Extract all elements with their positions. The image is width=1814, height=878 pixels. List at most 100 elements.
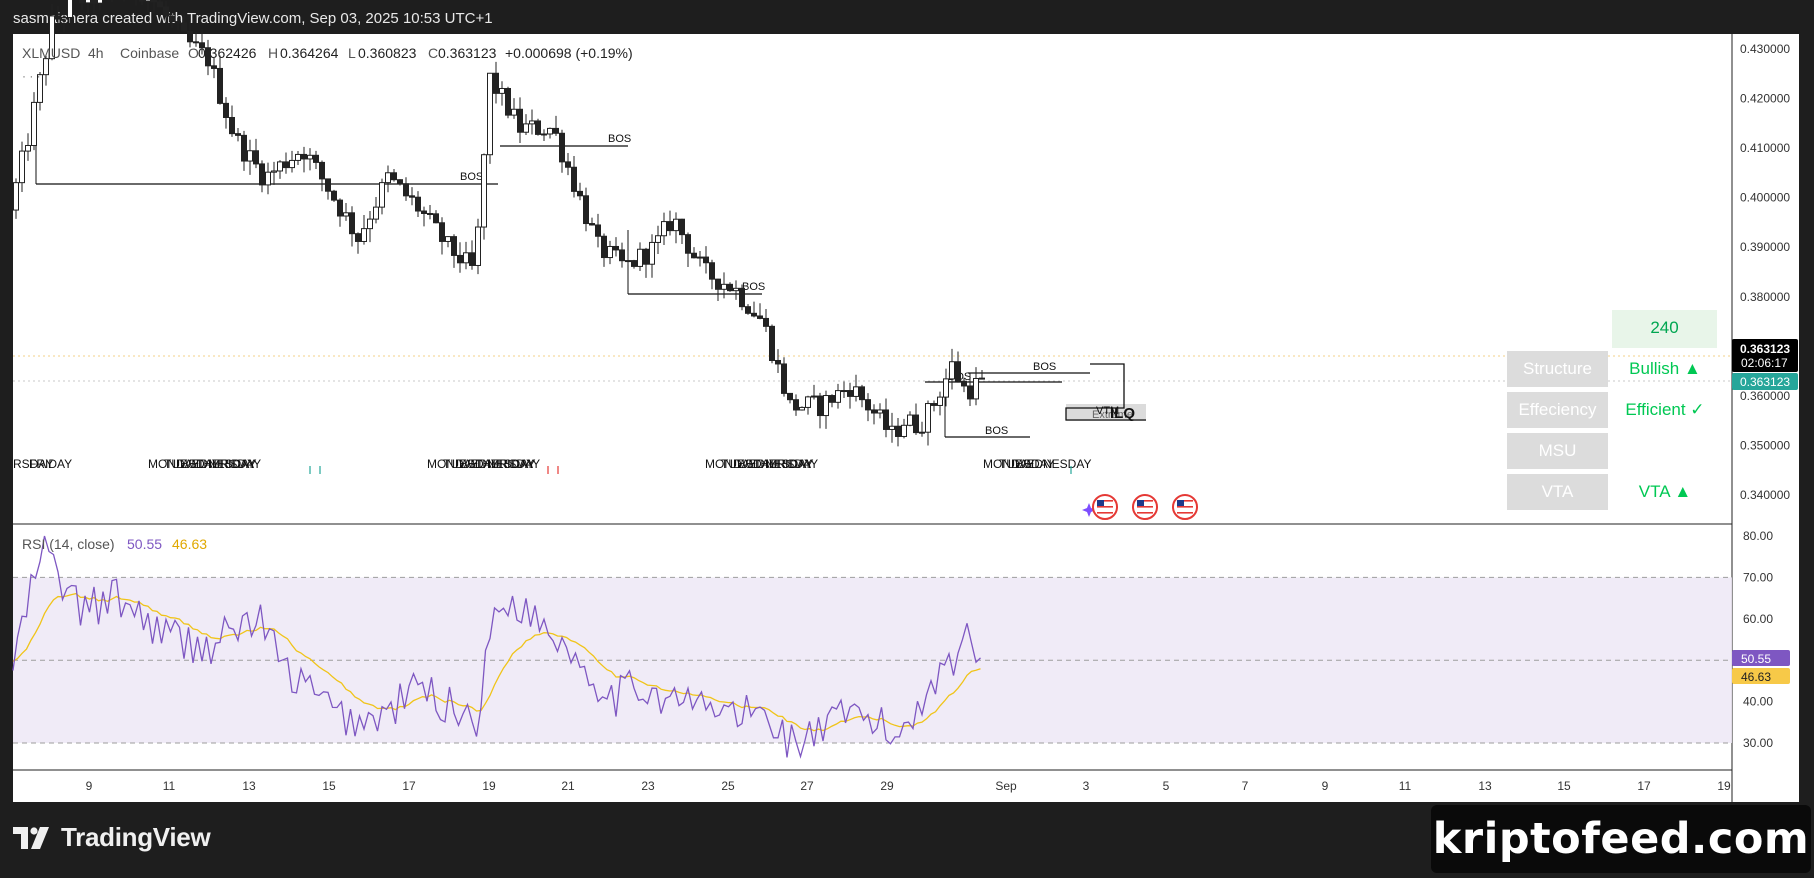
rsi-tick-label: 30.00 [1743, 736, 1773, 750]
candle [427, 204, 433, 220]
candle [337, 198, 343, 227]
candle-body [25, 144, 31, 152]
candle-body [457, 254, 463, 264]
candle-body [895, 425, 901, 437]
candle-body [487, 72, 493, 156]
candle-body [853, 386, 859, 397]
bos-label: BOS [608, 133, 631, 145]
time-tick-label: 17 [402, 779, 416, 793]
candle [123, 0, 125, 2]
candle-body [685, 234, 691, 254]
rsi-tick-label: 70.00 [1743, 570, 1773, 584]
candle-body [889, 425, 895, 430]
candle-body [775, 359, 781, 365]
candle-body [253, 150, 259, 165]
time-tick-label: 9 [1322, 779, 1329, 793]
candle [751, 301, 757, 318]
candle-body [301, 153, 307, 160]
bos-label: BOS [985, 425, 1008, 437]
us-flag-event-icon[interactable] [1092, 494, 1118, 520]
candle [607, 240, 613, 265]
candle [163, 0, 169, 24]
time-tick-label: 13 [242, 779, 256, 793]
candle [481, 153, 487, 240]
ohlc-legend-item: L [348, 45, 356, 61]
candle [187, 22, 193, 48]
tradingview-logo[interactable]: TradingView [13, 822, 211, 853]
candle-body [187, 30, 193, 43]
candle [43, 55, 49, 86]
candle-body [97, 0, 103, 4]
candle-body [799, 406, 805, 411]
candle-body [223, 102, 229, 118]
candle [673, 212, 679, 244]
candle-body [415, 196, 421, 212]
us-flag-event-icon[interactable] [1172, 494, 1198, 520]
candle [703, 246, 709, 274]
candle-body [469, 252, 475, 266]
candle [493, 61, 499, 104]
candle-body [535, 120, 541, 135]
candle-body [595, 224, 601, 237]
candle [205, 39, 211, 76]
ohlc-legend-item: 4h [88, 45, 104, 61]
candle-body [571, 166, 577, 192]
candle-body [661, 221, 667, 237]
candle-body [721, 283, 727, 290]
candle-body [559, 132, 565, 163]
sparkle-icon[interactable] [1082, 503, 1096, 517]
candle [745, 304, 751, 315]
candle [967, 372, 973, 407]
candle [709, 259, 715, 290]
candle-body [307, 154, 313, 160]
candle [499, 81, 505, 106]
candle-body [925, 403, 931, 433]
candle-body [85, 0, 91, 4]
flag-stripe [1137, 500, 1153, 502]
time-tick-label: 3 [1083, 779, 1090, 793]
candle-body [871, 409, 877, 414]
ohlc-legend-item: 0.360823 [358, 45, 417, 61]
candle-body [61, 16, 67, 20]
candle-body [931, 403, 937, 406]
candle-body [769, 325, 775, 361]
candle [193, 32, 199, 47]
flag-stripe [1097, 512, 1113, 514]
candle [547, 127, 553, 139]
day-label: MONDAY [148, 457, 200, 471]
candle [355, 232, 361, 254]
structure-value-cell: Bullish ▲ [1610, 351, 1720, 387]
flag-stripe [1097, 509, 1113, 511]
candle-body [877, 409, 883, 414]
candle-body [961, 380, 967, 387]
bos-label: BOS [1033, 361, 1056, 373]
candle [469, 240, 475, 270]
flag-stripe [1137, 503, 1153, 505]
price-tick-label: 0.350000 [1740, 438, 1790, 452]
candle-body [193, 41, 199, 44]
flag-stripe [1137, 509, 1153, 511]
candle-body [943, 378, 949, 398]
candle-body [397, 179, 403, 185]
legend-more-icon[interactable]: · · · [22, 69, 41, 83]
candle [265, 162, 271, 195]
price-tick-label: 0.420000 [1740, 92, 1790, 106]
candle-body [847, 390, 853, 397]
candle-body [973, 377, 979, 400]
candle [217, 55, 223, 105]
candle-body [37, 74, 43, 103]
vta-value: VTA ▲ [1638, 482, 1692, 501]
candle [679, 218, 685, 244]
rsi-ma-value-bg [1732, 668, 1790, 684]
candle [811, 384, 817, 400]
efficiency-value: Efficient ✓ [1625, 400, 1705, 419]
candle [259, 160, 265, 193]
candle [235, 127, 241, 142]
us-flag-event-icon[interactable] [1132, 494, 1158, 520]
candle-body [43, 58, 49, 76]
candle [37, 71, 43, 111]
candle-body [637, 248, 643, 267]
efficiency-label: Effeciency [1518, 400, 1597, 419]
ilq-label: ILQ [1110, 405, 1135, 422]
